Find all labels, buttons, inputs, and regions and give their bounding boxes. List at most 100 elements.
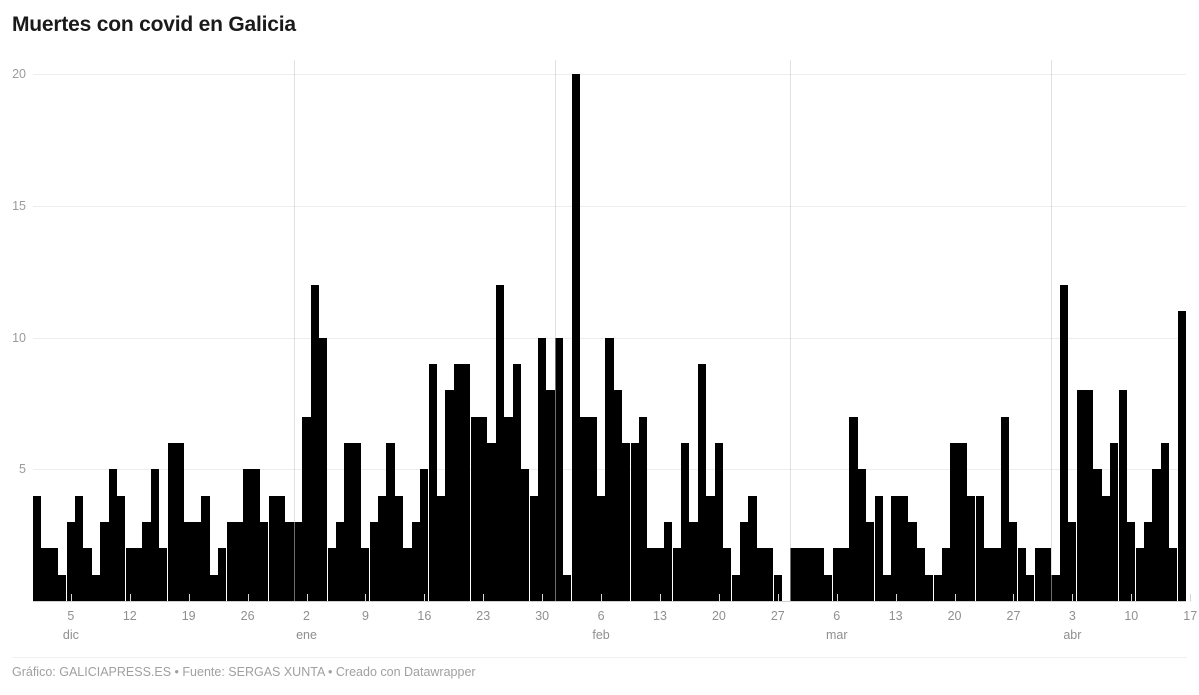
bar[interactable] (142, 521, 151, 601)
bar[interactable] (941, 548, 951, 601)
bar[interactable] (167, 442, 176, 601)
bar[interactable] (891, 495, 900, 601)
bar[interactable] (108, 469, 117, 601)
bar[interactable] (1059, 284, 1068, 601)
bar[interactable] (277, 495, 286, 601)
bar[interactable] (1009, 521, 1018, 601)
bar[interactable] (184, 521, 193, 601)
bar[interactable] (647, 548, 656, 601)
bar[interactable] (394, 495, 404, 601)
bar[interactable] (588, 416, 597, 601)
bar[interactable] (899, 495, 909, 601)
bar[interactable] (504, 416, 513, 601)
bar[interactable] (100, 521, 109, 601)
bar[interactable] (655, 548, 665, 601)
bar[interactable] (436, 495, 446, 601)
bar[interactable] (75, 495, 84, 601)
bar[interactable] (984, 548, 993, 601)
bar[interactable] (1143, 521, 1153, 601)
bar[interactable] (697, 363, 707, 601)
bar[interactable] (849, 416, 858, 601)
bar[interactable] (378, 495, 387, 601)
bar[interactable] (706, 495, 715, 601)
bar[interactable] (462, 363, 471, 601)
bar[interactable] (327, 548, 336, 601)
bar[interactable] (117, 495, 126, 601)
bar[interactable] (857, 469, 866, 601)
bar[interactable] (319, 337, 328, 601)
bar[interactable] (571, 74, 580, 601)
bar[interactable] (495, 284, 505, 601)
bar[interactable] (731, 574, 740, 601)
bar[interactable] (302, 416, 311, 601)
bar[interactable] (201, 495, 210, 601)
bar[interactable] (49, 548, 59, 601)
bar[interactable] (1034, 548, 1043, 601)
bar[interactable] (352, 442, 362, 601)
bar[interactable] (335, 521, 345, 601)
bar[interactable] (596, 495, 606, 601)
bar[interactable] (933, 574, 942, 601)
bar[interactable] (218, 548, 227, 601)
bar[interactable] (950, 442, 959, 601)
bar[interactable] (1169, 548, 1178, 601)
bar[interactable] (798, 548, 808, 601)
bar[interactable] (580, 416, 589, 601)
bar[interactable] (824, 574, 833, 601)
bar[interactable] (234, 521, 244, 601)
bar[interactable] (83, 548, 92, 601)
bar[interactable] (1026, 574, 1035, 601)
bar[interactable] (866, 521, 875, 601)
bar[interactable] (546, 390, 555, 601)
bar[interactable] (723, 548, 732, 601)
bar[interactable] (1118, 390, 1127, 601)
bar[interactable] (605, 337, 614, 601)
bar[interactable] (681, 442, 690, 601)
bar[interactable] (739, 521, 749, 601)
bar[interactable] (41, 548, 50, 601)
bar[interactable] (1017, 548, 1026, 601)
bar[interactable] (369, 521, 378, 601)
bar[interactable] (1177, 311, 1186, 601)
bar[interactable] (386, 442, 395, 601)
bar[interactable] (159, 548, 168, 601)
bar[interactable] (310, 284, 319, 601)
bar[interactable] (1110, 442, 1119, 601)
bar[interactable] (344, 442, 353, 601)
bar[interactable] (521, 469, 530, 601)
bar[interactable] (554, 337, 564, 601)
bar[interactable] (1051, 574, 1060, 601)
bar[interactable] (487, 442, 496, 601)
bar[interactable] (925, 574, 934, 601)
bar[interactable] (512, 363, 521, 601)
bar[interactable] (1068, 521, 1077, 601)
bar[interactable] (243, 469, 252, 601)
bar[interactable] (420, 469, 429, 601)
bar[interactable] (192, 521, 202, 601)
bar[interactable] (756, 548, 765, 601)
bar[interactable] (1101, 495, 1111, 601)
bar[interactable] (622, 442, 631, 601)
bar[interactable] (1093, 469, 1102, 601)
bar[interactable] (790, 548, 799, 601)
bar[interactable] (765, 548, 774, 601)
bar[interactable] (537, 337, 547, 601)
bar[interactable] (714, 442, 723, 601)
bar[interactable] (176, 442, 185, 601)
bar[interactable] (664, 521, 673, 601)
bar[interactable] (453, 363, 463, 601)
bar[interactable] (958, 442, 967, 601)
bar[interactable] (1160, 442, 1169, 601)
bar[interactable] (630, 442, 639, 601)
bar[interactable] (1076, 390, 1085, 601)
bar[interactable] (908, 521, 917, 601)
bar[interactable] (975, 495, 984, 601)
bar[interactable] (66, 521, 75, 601)
bar[interactable] (638, 416, 648, 601)
bar[interactable] (251, 469, 261, 601)
bar[interactable] (1135, 548, 1144, 601)
bar[interactable] (967, 495, 976, 601)
bar[interactable] (689, 521, 698, 601)
bar[interactable] (268, 495, 277, 601)
bar[interactable] (125, 548, 134, 601)
